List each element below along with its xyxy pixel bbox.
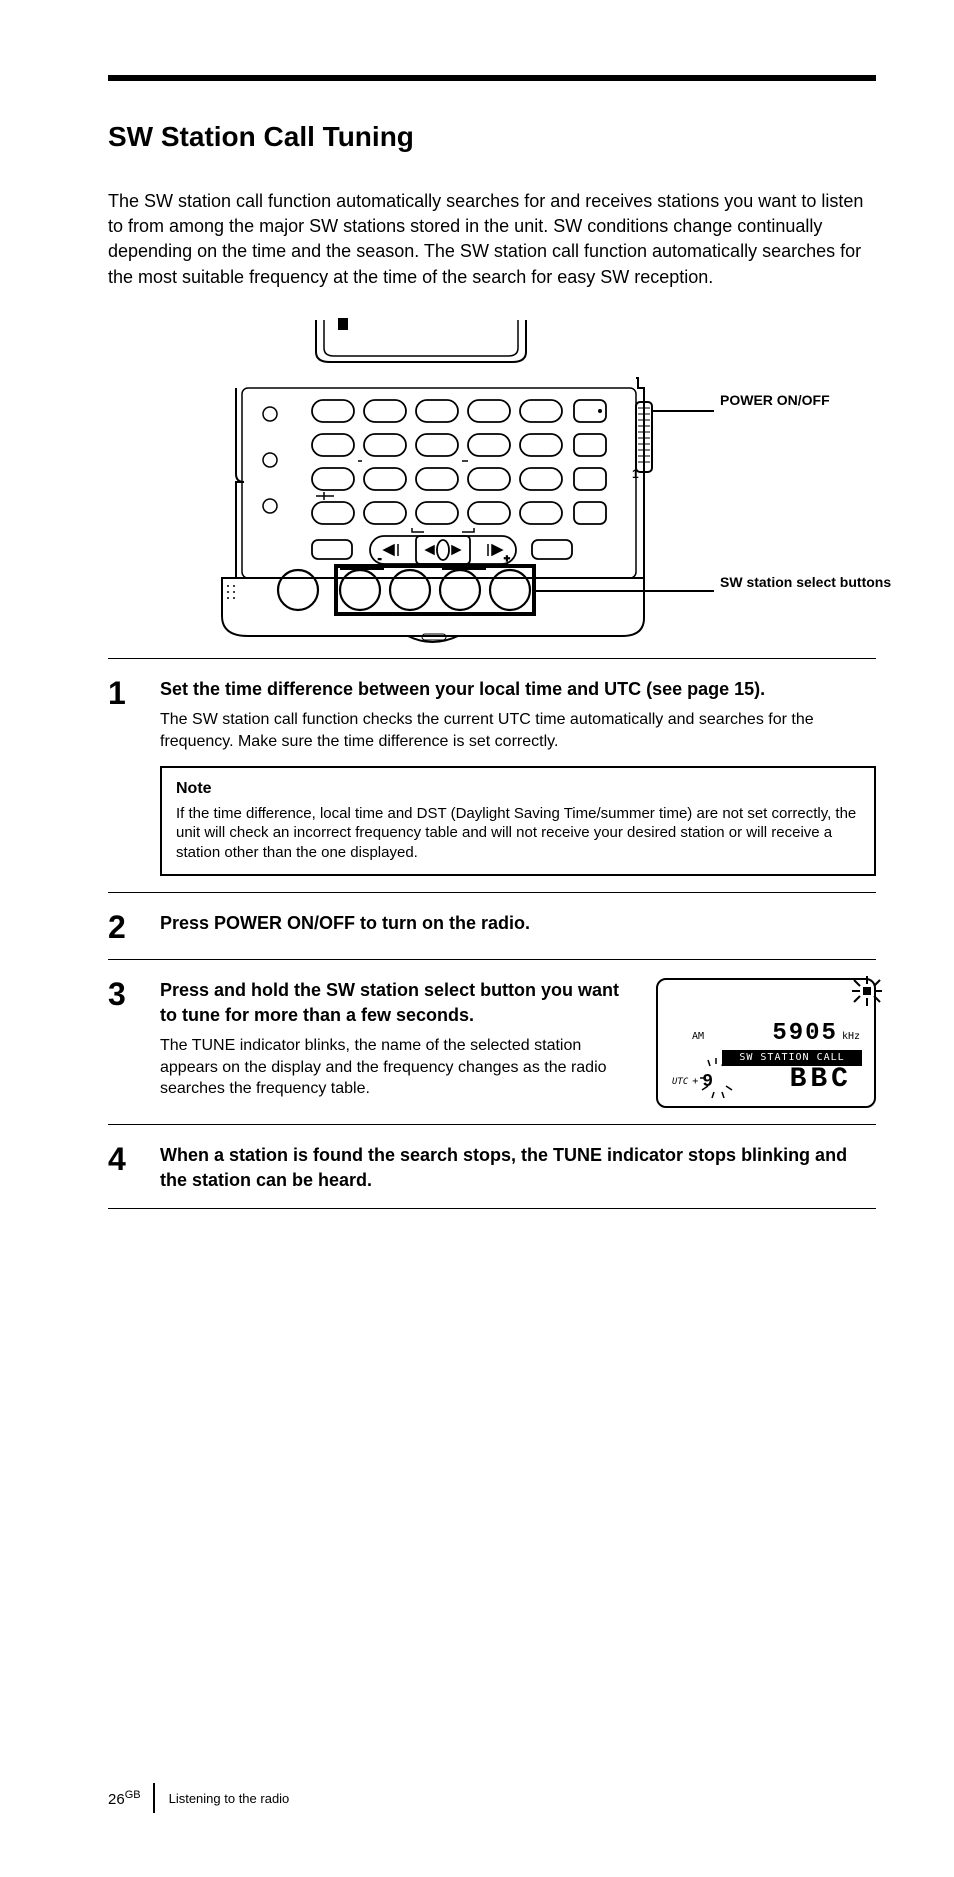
lcd-display: AM 5905 kHz SW STATION CALL [656, 978, 876, 1108]
step-2-title: Press POWER ON/OFF to turn on the radio. [160, 913, 530, 933]
note-box-body: If the time difference, local time and D… [176, 804, 860, 863]
footer: 26GB Listening to the radio [108, 1783, 289, 1813]
lcd-utc-sign: + [692, 1075, 698, 1089]
step-2-pre: Press [160, 913, 214, 933]
footer-pagenum-val: 26 [108, 1791, 125, 1808]
svg-text:1: 1 [632, 467, 639, 481]
page-title: SW Station Call Tuning [108, 121, 876, 153]
lcd-am-label: AM [692, 1030, 704, 1044]
step-1-note-box: Note If the time difference, local time … [160, 766, 876, 876]
callout-sw-label: SW station select buttons [720, 574, 891, 590]
step-2-post: to turn on the radio. [355, 913, 530, 933]
step-4-number: 4 [108, 1143, 142, 1192]
step-4-title: When a station is found the search stops… [160, 1143, 876, 1192]
svg-text:-: - [378, 554, 381, 565]
callout-line-sw [534, 590, 714, 592]
step-1-number: 1 [108, 677, 142, 877]
step-2-mid: POWER ON/OFF [214, 913, 355, 933]
lcd-station-name: BBC [790, 1061, 852, 1099]
footer-divider [153, 1783, 155, 1813]
step-2: 2 Press POWER ON/OFF to turn on the radi… [108, 892, 876, 959]
step-1-note: The SW station call function checks the … [160, 709, 876, 752]
step-4: 4 When a station is found the search sto… [108, 1124, 876, 1209]
footer-section: Listening to the radio [169, 1791, 290, 1806]
lcd-utc: UTC + 9 [672, 1070, 713, 1094]
lcd-utc-label: UTC [672, 1076, 688, 1088]
device-illustration: - + [212, 318, 772, 648]
callout-line-power [652, 410, 714, 412]
step-3-note: The TUNE indicator blinks, the name of t… [160, 1035, 636, 1100]
lcd-freq-digits: 5905 [772, 1018, 838, 1050]
svg-text:+: + [504, 554, 510, 565]
lcd-frequency: 5905 kHz [772, 1018, 860, 1050]
lcd-utc-val: 9 [702, 1070, 713, 1094]
step-1-title: Set the time difference between your loc… [160, 677, 876, 701]
step-3-number: 3 [108, 978, 142, 1010]
step-3-title: Press and hold the SW station select but… [160, 978, 636, 1027]
tune-flash-icon [850, 974, 884, 1008]
callout-power-label: POWER ON/OFF [720, 392, 830, 408]
lcd-freq-unit: kHz [842, 1030, 860, 1044]
step-2-number: 2 [108, 911, 142, 943]
step-1: 1 Set the time difference between your l… [108, 658, 876, 893]
note-box-title: Note [176, 778, 860, 800]
footer-pagenum: 26GB [108, 1789, 141, 1808]
footer-sup: GB [125, 1789, 141, 1801]
lead-paragraph: The SW station call function automatical… [108, 189, 876, 290]
step-3: 3 Press and hold the SW station select b… [108, 959, 876, 1124]
top-rule [108, 75, 876, 81]
